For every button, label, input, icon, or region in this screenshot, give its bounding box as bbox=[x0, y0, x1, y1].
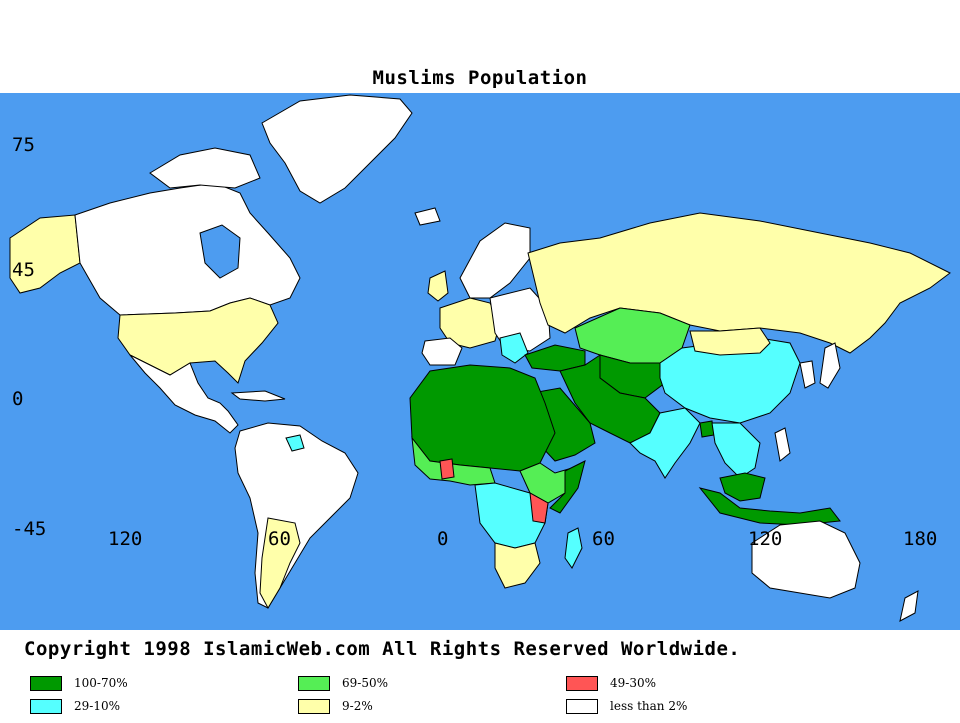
legend-item-100-70: 100-70% bbox=[30, 675, 128, 691]
australia bbox=[751, 520, 861, 599]
lon-label-60e: 60 bbox=[592, 528, 615, 550]
uk bbox=[427, 270, 449, 302]
canadian-arctic-islands bbox=[149, 147, 261, 189]
philippines bbox=[774, 427, 791, 462]
southern-africa bbox=[494, 542, 541, 589]
hudson-bay bbox=[199, 224, 241, 279]
lat-label-75: 75 bbox=[12, 134, 35, 156]
argentina bbox=[259, 517, 301, 610]
legend-swatch bbox=[30, 698, 62, 714]
north-africa bbox=[409, 364, 556, 472]
cuba bbox=[230, 390, 286, 402]
japan bbox=[819, 342, 841, 389]
tanzania-region bbox=[529, 492, 549, 524]
legend-label: 49-30% bbox=[610, 676, 656, 690]
russia bbox=[527, 212, 951, 354]
map-title: Muslims Population bbox=[372, 67, 588, 89]
alaska bbox=[9, 214, 81, 294]
iberia bbox=[421, 337, 463, 366]
madagascar bbox=[564, 527, 583, 569]
lon-label-120e: 120 bbox=[748, 528, 782, 550]
eastern-europe bbox=[489, 287, 551, 352]
new-zealand bbox=[899, 590, 919, 622]
legend-item-29-10: 29-10% bbox=[30, 698, 120, 714]
southeast-asia bbox=[711, 422, 761, 479]
balkans bbox=[499, 332, 529, 364]
indonesia bbox=[698, 487, 841, 526]
lat-label-minus45: -45 bbox=[12, 518, 46, 540]
lon-label-0: 0 bbox=[437, 528, 448, 550]
map-figure: Muslims Population bbox=[0, 63, 960, 723]
ghana-nigeria-region bbox=[439, 458, 455, 480]
legend-swatch bbox=[298, 675, 330, 691]
legend-label: 9-2% bbox=[342, 699, 373, 713]
world-map: 75 45 0 -45 120 60 0 60 120 180 bbox=[0, 93, 960, 630]
legend-swatch bbox=[30, 675, 62, 691]
malaysia-borneo bbox=[719, 472, 766, 502]
legend-label: 29-10% bbox=[74, 699, 120, 713]
legend-label: less than 2% bbox=[610, 699, 688, 713]
legend-item-49-30: 49-30% bbox=[566, 675, 656, 691]
legend-swatch bbox=[566, 698, 598, 714]
guyana bbox=[285, 434, 305, 452]
lon-label-60w: 60 bbox=[268, 528, 291, 550]
legend-item-69-50: 69-50% bbox=[298, 675, 388, 691]
somalia bbox=[549, 460, 586, 514]
lat-label-45: 45 bbox=[12, 259, 35, 281]
korea bbox=[799, 360, 816, 389]
legend-item-9-2: 9-2% bbox=[298, 698, 373, 714]
legend-swatch bbox=[566, 675, 598, 691]
lat-label-0: 0 bbox=[12, 388, 23, 410]
lon-label-120w: 120 bbox=[108, 528, 142, 550]
india bbox=[629, 407, 701, 479]
lon-label-180: 180 bbox=[903, 528, 937, 550]
copyright-notice: Copyright 1998 IslamicWeb.com All Rights… bbox=[24, 638, 741, 660]
legend-swatch bbox=[298, 698, 330, 714]
legend-label: 100-70% bbox=[74, 676, 128, 690]
legend-label: 69-50% bbox=[342, 676, 388, 690]
legend-item-less-than-2: less than 2% bbox=[566, 698, 687, 714]
mongolia bbox=[689, 327, 771, 356]
central-africa bbox=[474, 482, 549, 549]
legend-area: Copyright 1998 IslamicWeb.com All Rights… bbox=[0, 630, 960, 723]
mexico bbox=[129, 354, 239, 434]
iceland bbox=[414, 207, 441, 226]
western-europe bbox=[439, 297, 501, 349]
greenland bbox=[261, 94, 413, 204]
